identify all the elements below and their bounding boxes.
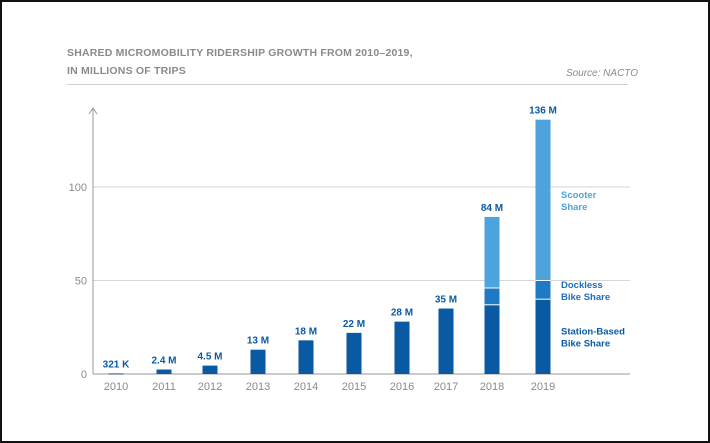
chart-source: Source: NACTO <box>565 68 638 79</box>
legend-label-line-1: Scooter <box>561 190 597 201</box>
data-label: 321 K <box>103 359 130 370</box>
chart-title: SHARED MICROMOBILITY RIDERSHIP GROWTH FR… <box>67 44 413 80</box>
data-label: 35 M <box>435 295 457 306</box>
bar-segment <box>535 119 551 281</box>
bar-segment <box>202 365 218 374</box>
legend-label-line-1: Station-Based <box>561 327 625 338</box>
bar-segment <box>394 321 410 374</box>
chart-title-line-2: IN MILLIONS OF TRIPS <box>67 65 186 77</box>
bar-segment <box>346 332 362 374</box>
x-tick-label: 2015 <box>342 381 366 393</box>
bar-segment <box>484 287 500 305</box>
bar-segment <box>156 369 172 374</box>
x-tick-label: 2017 <box>434 381 458 393</box>
y-tick-label: 0 <box>81 369 87 381</box>
chart-title-line-1: SHARED MICROMOBILITY RIDERSHIP GROWTH FR… <box>67 47 413 59</box>
bar-segment <box>535 280 551 300</box>
title-divider <box>67 84 628 85</box>
data-label: 2.4 M <box>151 356 176 367</box>
bar-segment <box>108 373 124 375</box>
x-tick-label: 2019 <box>531 381 555 393</box>
legend-label-line-2: Bike Share <box>561 339 610 350</box>
data-label: 22 M <box>343 319 365 330</box>
data-label: 13 M <box>247 336 269 347</box>
x-tick-label: 2016 <box>390 381 414 393</box>
x-tick-label: 2011 <box>152 381 176 393</box>
x-tick-label: 2014 <box>294 381 318 393</box>
x-tick-label: 2013 <box>246 381 270 393</box>
legend-label-line-1: Dockless <box>561 280 603 291</box>
data-label: 84 M <box>481 203 503 214</box>
data-label: 136 M <box>529 106 557 117</box>
y-tick-label: 100 <box>69 182 87 194</box>
bar-segment <box>535 299 551 374</box>
data-label: 28 M <box>391 308 413 319</box>
legend-label-line-2: Share <box>561 202 587 213</box>
legend-label-line-2: Bike Share <box>561 292 610 303</box>
data-label: 4.5 M <box>197 352 222 363</box>
bar-segment <box>298 340 314 374</box>
y-axis-arrow-icon <box>88 107 98 115</box>
x-tick-label: 2012 <box>198 381 222 393</box>
data-label: 18 M <box>295 326 317 337</box>
bar-segment <box>438 308 454 374</box>
x-tick-label: 2018 <box>480 381 504 393</box>
x-tick-label: 2010 <box>104 381 128 393</box>
bar-segment <box>484 304 500 374</box>
y-tick-label: 50 <box>75 276 87 288</box>
bar-segment <box>484 216 500 288</box>
bar-segment <box>250 349 266 374</box>
